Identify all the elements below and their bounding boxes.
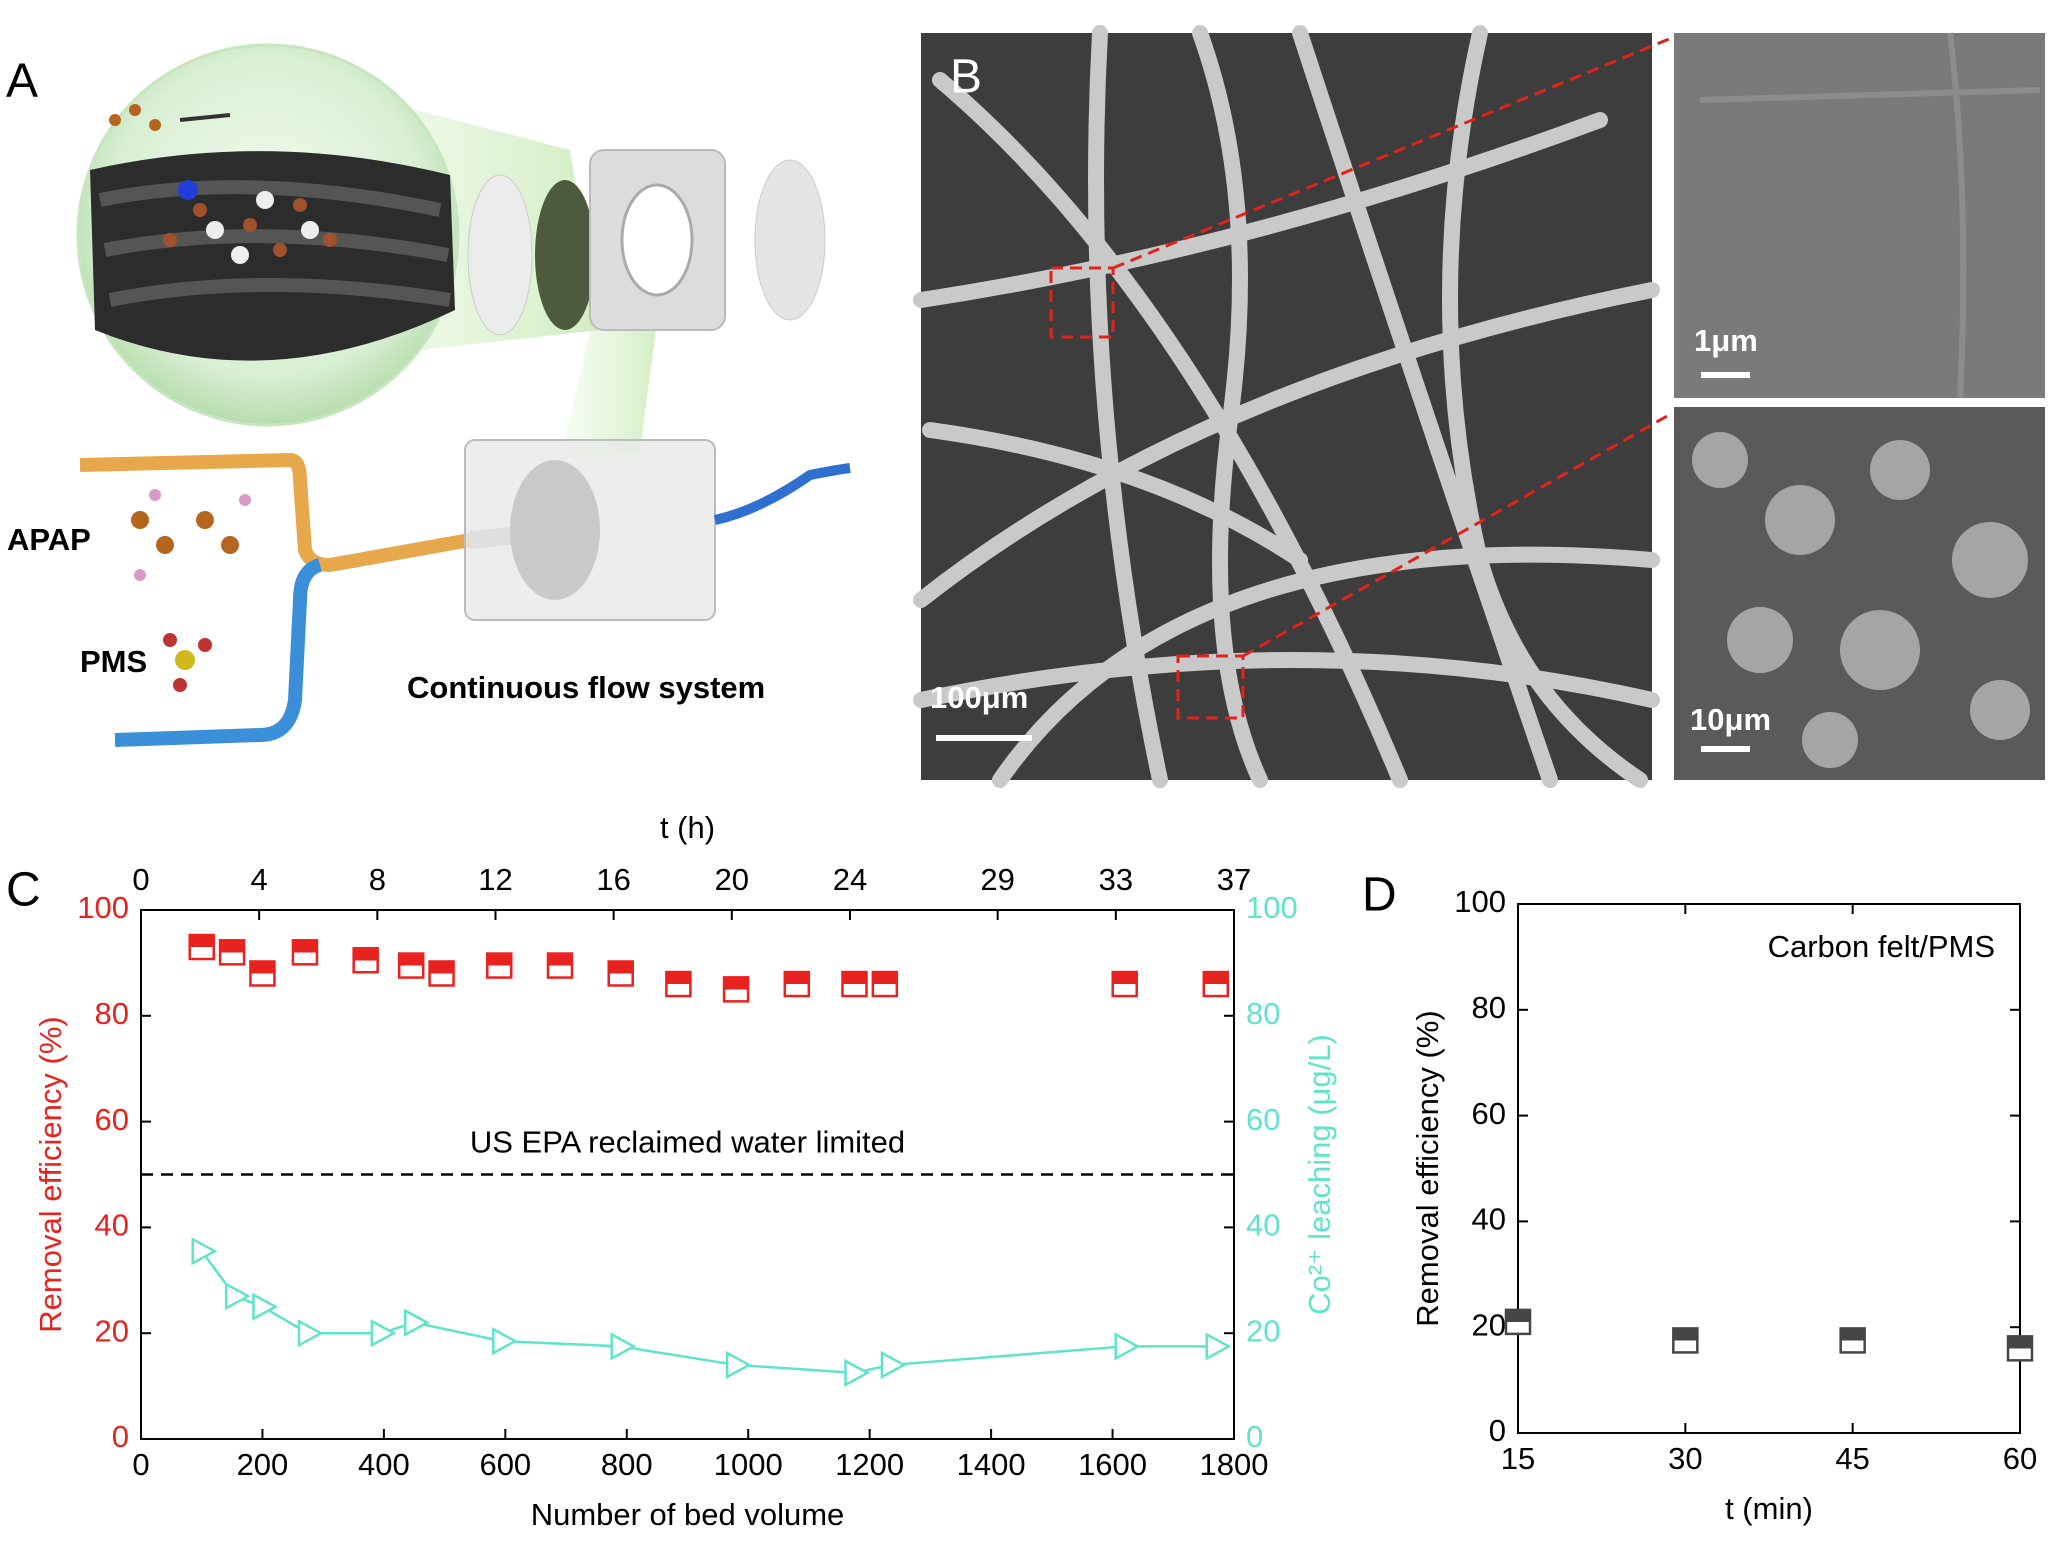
x2-tick-label: 16: [596, 862, 630, 897]
y-axis-label: Removal efficiency (%): [33, 1016, 68, 1332]
x-tick-label: 30: [1668, 1441, 1702, 1476]
molecule-label: APAP: [7, 522, 91, 557]
panel-label: C: [6, 864, 41, 917]
y2-tick-label: 40: [1246, 1208, 1280, 1243]
data-point: [249, 960, 276, 987]
x-tick-label: 400: [358, 1447, 410, 1482]
annotation: Carbon felt/PMS: [1768, 929, 1995, 964]
y2-axis-label: Co²⁺ leaching (μg/L): [1302, 1034, 1337, 1315]
x2-tick-label: 29: [980, 862, 1014, 897]
x-tick-label: 800: [601, 1447, 653, 1482]
x2-tick-label: 24: [833, 862, 867, 897]
x-tick-label: 200: [237, 1447, 289, 1482]
data-point: [252, 1292, 279, 1321]
data-point: [871, 970, 899, 998]
x-axis-label: Number of bed volume: [531, 1497, 845, 1532]
plot-frame: [1517, 903, 2021, 1434]
y-tick-label: 20: [95, 1313, 129, 1348]
data-point: [1504, 1308, 1532, 1336]
y-tick-label: 20: [1472, 1307, 1506, 1342]
reference-label: US EPA reclaimed water limited: [470, 1125, 905, 1160]
data-point: [1205, 1332, 1232, 1361]
x2-tick-label: 8: [369, 862, 386, 897]
y2-tick-label: 20: [1246, 1313, 1280, 1348]
scale-bar-label: 10μm: [1690, 702, 1771, 737]
molecule-label: PMS: [80, 644, 147, 679]
scale-bar-label: 1μm: [1694, 323, 1758, 358]
data-point: [783, 970, 811, 998]
y-tick-label: 80: [95, 996, 129, 1031]
data-point: [610, 1332, 637, 1361]
x2-axis-label: t (h): [660, 810, 715, 845]
y2-tick-label: 80: [1246, 996, 1280, 1031]
data-point: [370, 1319, 397, 1348]
data-point: [607, 960, 634, 987]
y-tick-label: 100: [1454, 884, 1506, 919]
data-point: [297, 1319, 324, 1348]
x2-tick-label: 33: [1099, 862, 1133, 897]
x-tick-label: 60: [2003, 1441, 2037, 1476]
x-tick-label: 600: [479, 1447, 531, 1482]
data-point: [665, 970, 692, 998]
x-tick-label: 15: [1501, 1441, 1535, 1476]
data-point: [546, 952, 574, 979]
data-point: [844, 1358, 871, 1387]
data-point: [291, 939, 319, 966]
x-axis-label: t (min): [1725, 1491, 1813, 1526]
panel-label: A: [6, 55, 38, 108]
y-tick-label: 80: [1472, 990, 1506, 1025]
x2-tick-label: 0: [132, 862, 149, 897]
x2-tick-label: 4: [251, 862, 268, 897]
x-tick-label: 45: [1835, 1441, 1869, 1476]
x2-tick-label: 37: [1217, 862, 1251, 897]
data-point: [880, 1350, 907, 1380]
scale-bar-label: 100μm: [930, 680, 1028, 715]
data-point: [1114, 1332, 1141, 1361]
x2-tick-label: 20: [715, 862, 749, 897]
x-tick-label: 1200: [835, 1447, 904, 1482]
x-tick-label: 0: [132, 1447, 149, 1482]
panel-a-illustration: [76, 43, 851, 747]
data-point: [486, 952, 513, 979]
y2-tick-label: 100: [1246, 890, 1298, 925]
panel-label: D: [1362, 869, 1397, 922]
data-point: [188, 933, 215, 961]
data-point: [352, 947, 379, 974]
y-tick-label: 0: [112, 1419, 129, 1454]
data-point: [404, 1308, 430, 1337]
y-tick-label: 0: [1489, 1413, 1506, 1448]
x-tick-label: 1800: [1200, 1447, 1269, 1482]
data-point: [725, 1350, 752, 1380]
data-point: [1672, 1327, 1699, 1354]
data-point: [218, 939, 246, 966]
data-point: [224, 1282, 251, 1311]
data-point: [1839, 1327, 1866, 1354]
panel-b-sem: [913, 25, 2045, 788]
y-tick-label: 40: [1472, 1202, 1506, 1237]
caption: Continuous flow system: [407, 670, 765, 705]
data-point: [722, 976, 750, 1003]
data-point: [492, 1327, 518, 1356]
data-point: [428, 960, 455, 987]
panel-label: B: [950, 51, 982, 104]
data-point: [1202, 970, 1230, 998]
series-line: [200, 1250, 1216, 1375]
x-tick-label: 1600: [1078, 1447, 1147, 1482]
y-tick-label: 40: [95, 1208, 129, 1243]
y2-tick-label: 60: [1246, 1102, 1280, 1137]
y-tick-label: 60: [95, 1102, 129, 1137]
x-tick-label: 1400: [957, 1447, 1026, 1482]
y-axis-label: Removal efficiency (%): [1410, 1010, 1445, 1326]
data-point: [1111, 970, 1138, 998]
data-point: [841, 970, 868, 998]
y-tick-label: 100: [77, 890, 129, 925]
x2-tick-label: 12: [478, 862, 512, 897]
data-point: [191, 1237, 218, 1266]
data-point: [2006, 1335, 2034, 1362]
data-point: [397, 952, 425, 979]
y2-tick-label: 0: [1246, 1419, 1263, 1454]
x-tick-label: 1000: [714, 1447, 783, 1482]
y-tick-label: 60: [1472, 1096, 1506, 1131]
